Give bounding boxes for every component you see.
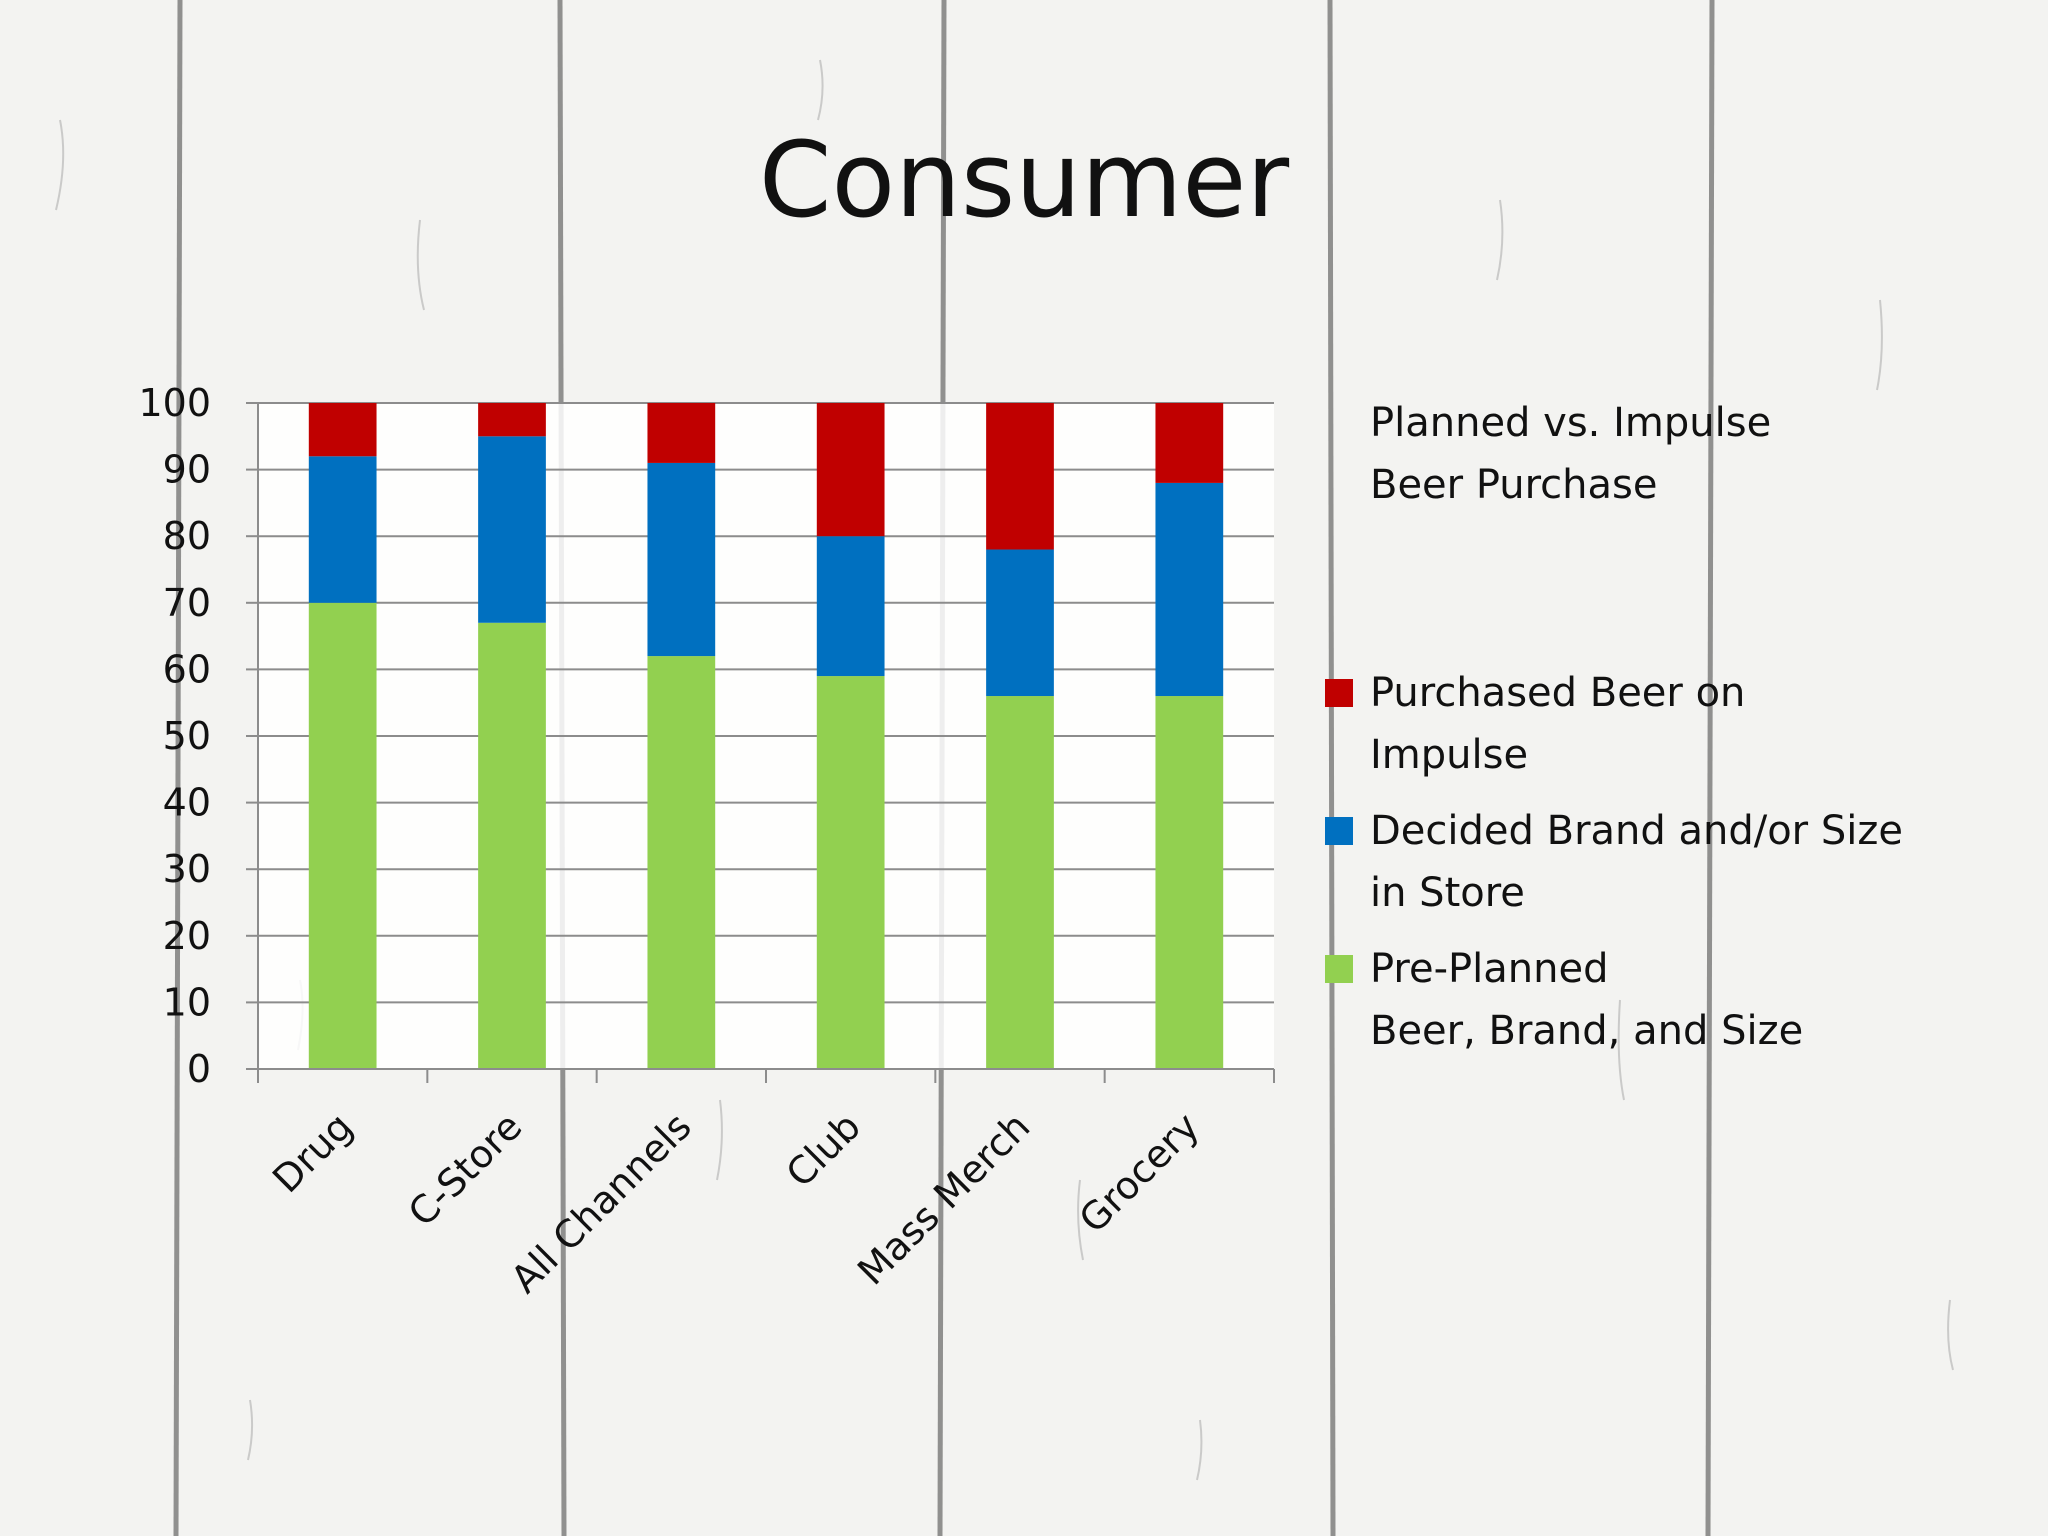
bar-segment-mass-merch-series-0 xyxy=(986,696,1054,1069)
legend-label: Pre-Planned Beer, Brand, and Size xyxy=(1370,946,1804,1054)
y-tick-label: 30 xyxy=(163,847,211,891)
bar-segment-mass-merch-series-1 xyxy=(986,549,1054,697)
bar-segment-drug-series-0 xyxy=(308,602,377,1069)
x-category-label: Drug xyxy=(264,1104,361,1201)
legend-swatch xyxy=(1325,955,1353,983)
legend-label: Purchased Beer on Impulse xyxy=(1370,670,1746,778)
legend: Purchased Beer on Impulse Decided Brand a… xyxy=(1325,662,2005,1076)
y-tick-label: 60 xyxy=(163,647,211,691)
y-tick-label: 10 xyxy=(163,980,211,1024)
legend-title: Planned vs. Impulse Beer Purchase xyxy=(1370,400,1772,508)
y-tick-label: 100 xyxy=(138,381,211,425)
x-category-label: Grocery xyxy=(1071,1104,1208,1241)
bar-segment-c-store-series-1 xyxy=(478,436,546,623)
bar-segment-club-series-2 xyxy=(816,403,885,537)
bars xyxy=(308,403,1224,1069)
bar-segment-club-series-0 xyxy=(816,676,885,1069)
y-tick-label: 20 xyxy=(163,914,211,958)
legend-swatch xyxy=(1325,817,1353,845)
y-tick-label: 80 xyxy=(163,514,211,558)
legend-label: Decided Brand and/or Size in Store xyxy=(1370,808,1903,916)
bar-segment-mass-merch-series-2 xyxy=(986,403,1054,550)
bar-segment-c-store-series-2 xyxy=(478,403,546,437)
y-tick-label: 0 xyxy=(187,1047,211,1091)
bar-segment-c-store-series-0 xyxy=(478,622,546,1069)
y-tick-label: 40 xyxy=(163,781,211,825)
x-category-label: Mass Merch xyxy=(849,1104,1038,1293)
bar-segment-all-channels-series-2 xyxy=(647,403,716,463)
bar-segment-all-channels-series-0 xyxy=(647,656,716,1069)
bar-segment-drug-series-2 xyxy=(308,403,377,457)
axes xyxy=(257,403,1275,1083)
x-category-label: C-Store xyxy=(400,1104,531,1235)
y-tick-label: 50 xyxy=(163,714,211,758)
bar-segment-club-series-1 xyxy=(816,536,885,677)
legend-item: Purchased Beer on Impulse xyxy=(1325,662,2005,786)
bar-segment-grocery-series-1 xyxy=(1155,482,1224,697)
slide-title: Consumer xyxy=(758,119,1290,241)
bar-segment-grocery-series-0 xyxy=(1155,696,1224,1069)
legend-swatch xyxy=(1325,679,1353,707)
legend-item: Pre-Planned Beer, Brand, and Size xyxy=(1325,938,2005,1062)
legend-item: Decided Brand and/or Size in Store xyxy=(1325,800,2005,924)
bar-segment-drug-series-1 xyxy=(308,456,377,603)
x-category-label: All Channels xyxy=(502,1104,699,1301)
bar-segment-all-channels-series-1 xyxy=(647,462,716,657)
y-tick-label: 70 xyxy=(163,581,211,625)
y-tick-label: 90 xyxy=(163,448,211,492)
bar-segment-grocery-series-2 xyxy=(1155,403,1224,483)
x-category-label: Club xyxy=(778,1104,869,1195)
y-axis-tick-labels: 0 10 20 30 40 50 60 70 80 90 100 xyxy=(138,381,211,1091)
